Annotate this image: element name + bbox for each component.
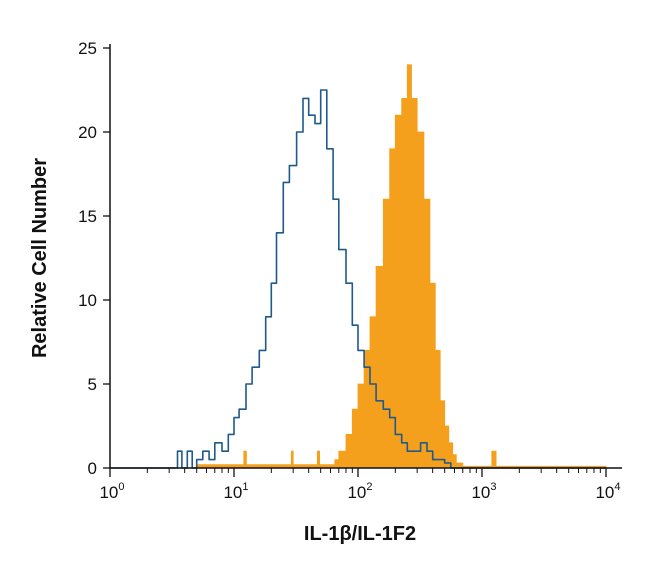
- x-axis-title: IL-1β/IL-1F2: [304, 523, 416, 545]
- x-tick-label: 103: [471, 481, 496, 502]
- y-tick-label: 15: [78, 207, 97, 226]
- y-axis-title: Relative Cell Number: [29, 158, 51, 358]
- isotype-control-histogram: [110, 89, 606, 469]
- y-tick-label: 10: [78, 291, 97, 310]
- x-ticks: 100 101 102 103 104: [99, 468, 621, 502]
- plot-series: [110, 64, 607, 469]
- y-tick-label: 25: [78, 39, 97, 58]
- x-tick-label: 102: [347, 481, 372, 502]
- axes: [109, 44, 622, 469]
- y-ticks: 0 5 10 15 20 25: [78, 39, 110, 478]
- stained-histogram: [110, 64, 607, 469]
- x-tick-label: 101: [223, 481, 248, 502]
- y-tick-label: 5: [88, 375, 97, 394]
- x-tick-label: 104: [595, 481, 620, 502]
- y-tick-label: 20: [78, 123, 97, 142]
- x-tick-label: 100: [99, 481, 124, 502]
- y-tick-label: 0: [88, 459, 97, 478]
